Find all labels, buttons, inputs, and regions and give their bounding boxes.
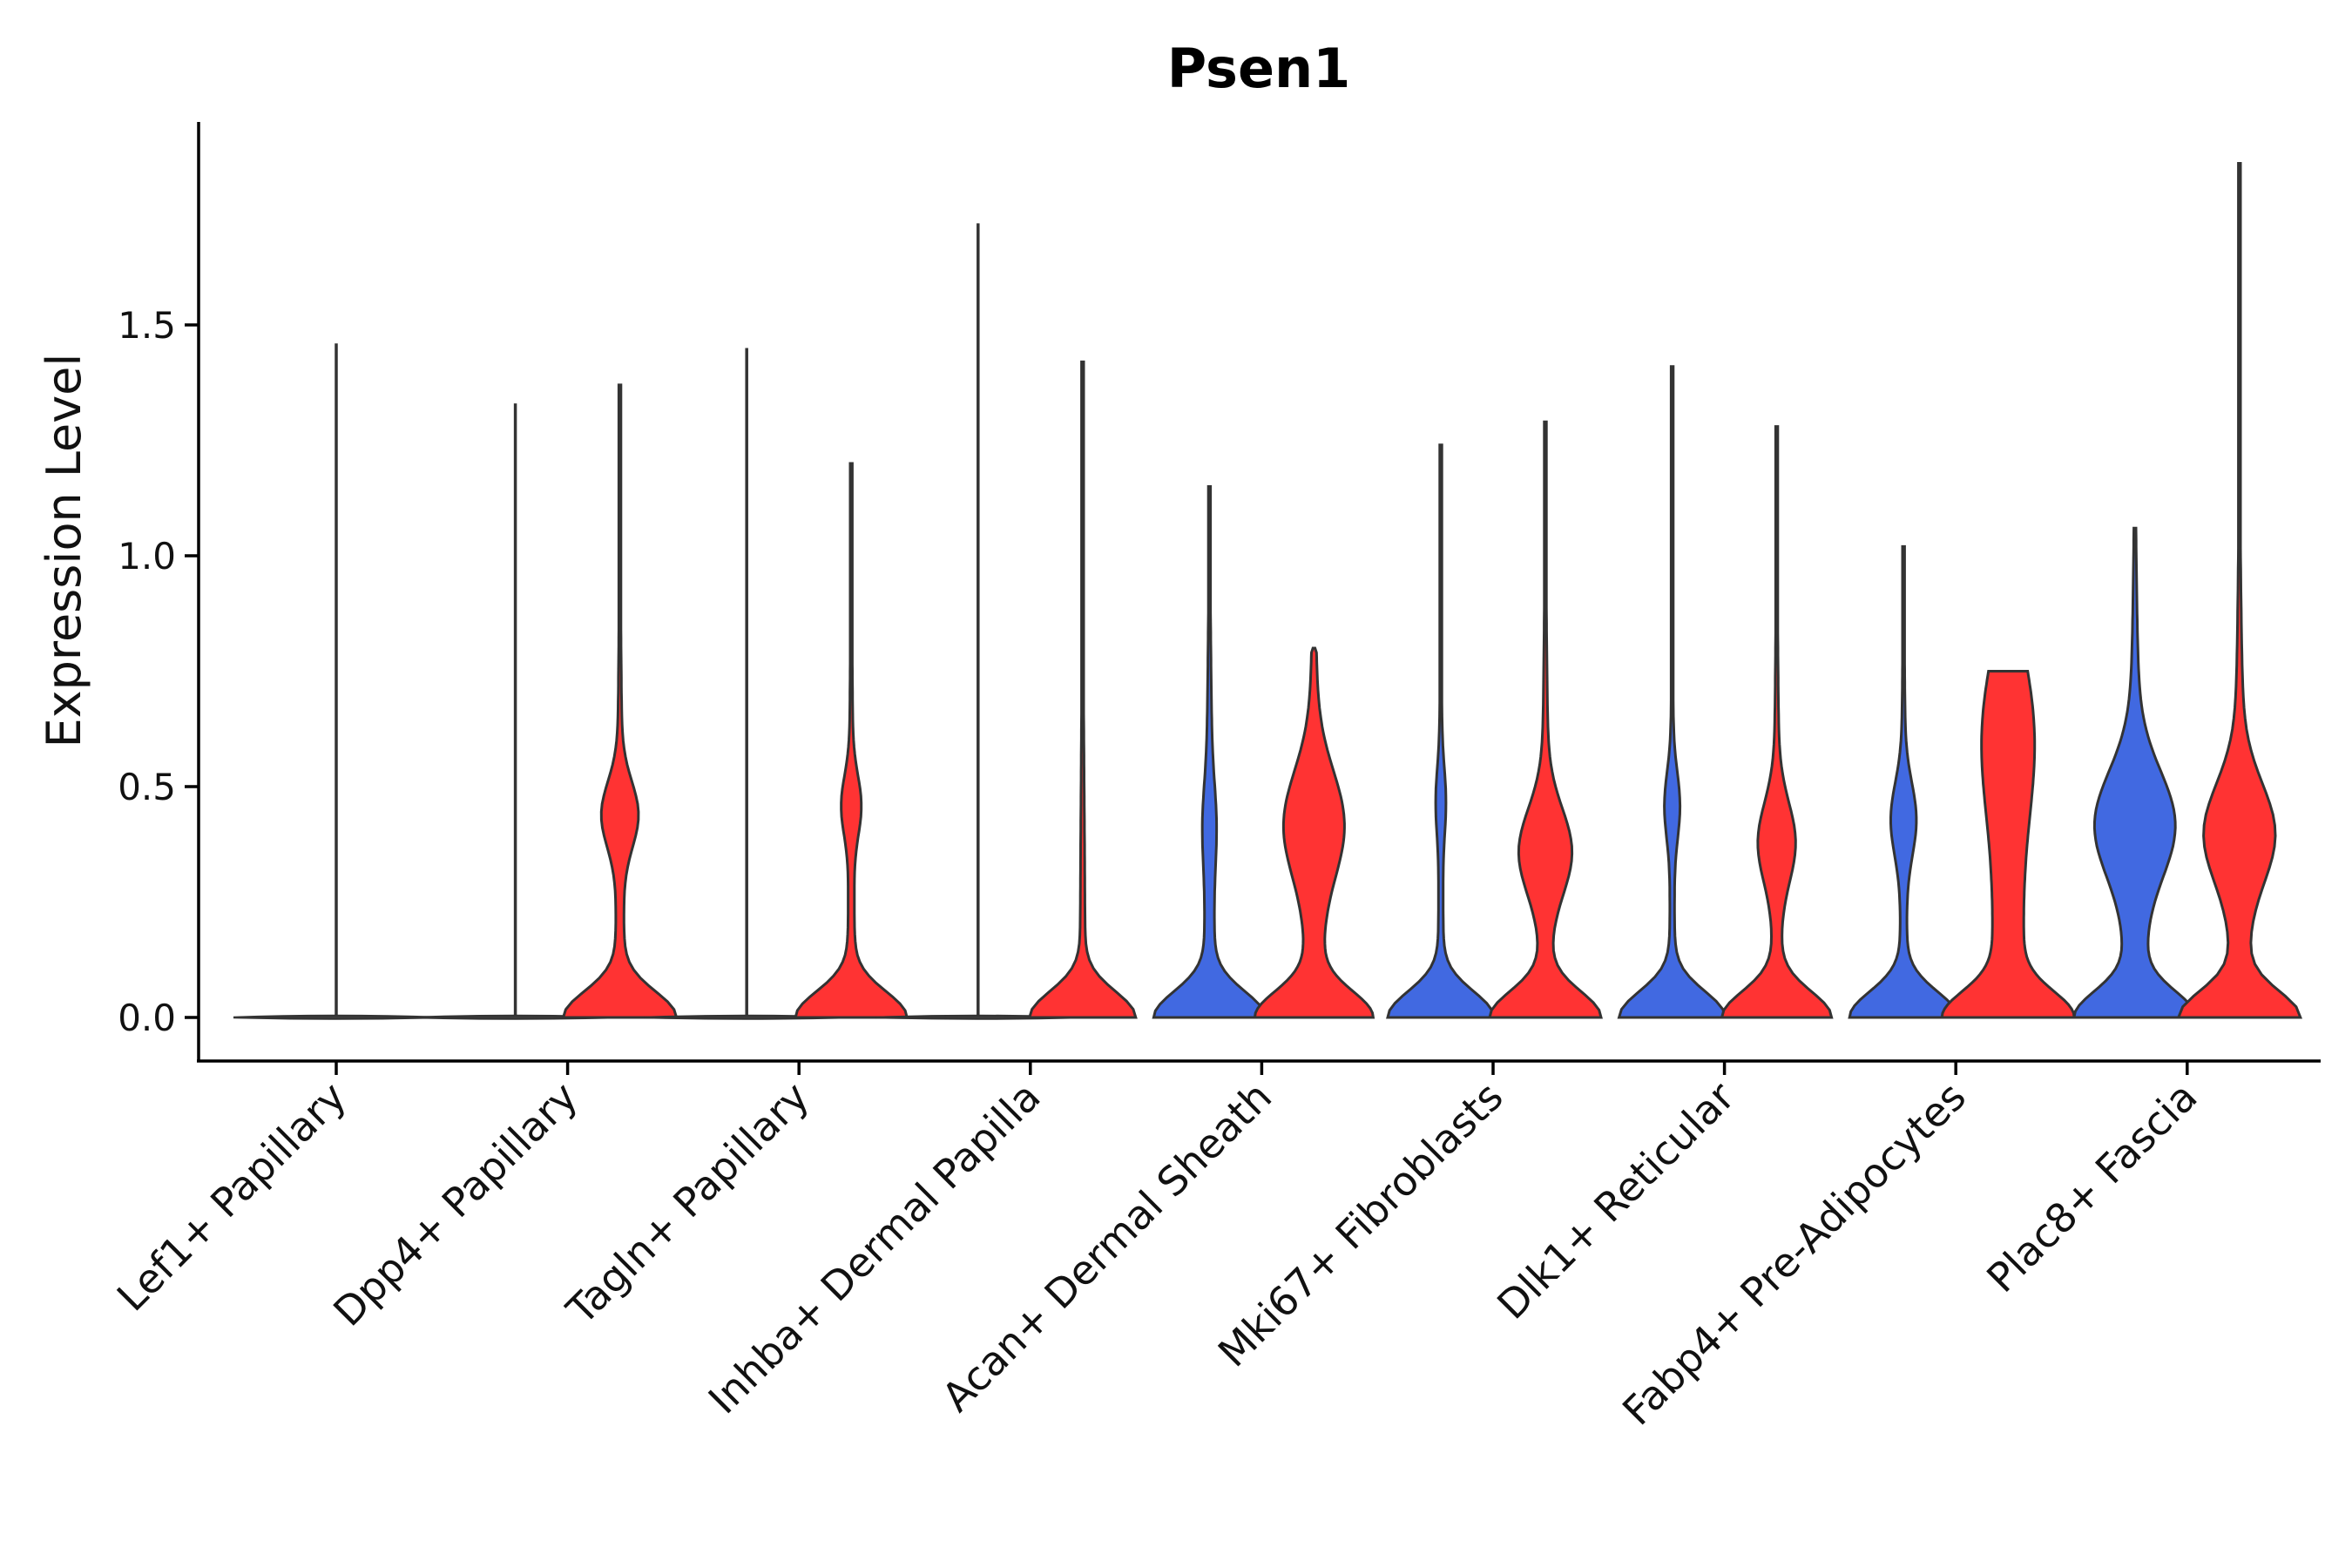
x-tick-label: Lef1+ Papillary: [108, 1073, 355, 1321]
x-tick-label: Tagln+ Papillary: [557, 1073, 818, 1335]
violin-9-group2: [2176, 162, 2303, 1019]
y-tick-label: 0.0: [118, 997, 176, 1039]
y-ticks: 0.0 0.5 1.0 1.5: [118, 304, 199, 1039]
violins: [233, 162, 2303, 1020]
violin-5-group2: [1253, 646, 1375, 1019]
violin-5-group1: [1152, 485, 1267, 1019]
violin-7-group2: [1720, 425, 1834, 1019]
x-tick-label: Dpp4+ Papillary: [324, 1073, 586, 1335]
violin-8-group2: [1940, 670, 2076, 1019]
violin-6-group1: [1386, 443, 1496, 1019]
violin-8-group1: [1848, 544, 1960, 1019]
y-tick-label: 1.0: [118, 535, 176, 578]
y-axis-label: Expression Level: [37, 354, 91, 748]
x-tick-label: Plac8+ Fascia: [1977, 1073, 2206, 1301]
violin-3-group2: [794, 462, 909, 1019]
violin-2-group2: [561, 383, 679, 1019]
violin-7-group1: [1617, 365, 1727, 1019]
y-tick-label: 0.5: [118, 766, 176, 808]
y-tick-label: 1.5: [118, 304, 176, 347]
x-tick-label: Dlk1+ Reticular: [1488, 1073, 1743, 1328]
violin-9-group1: [2072, 526, 2198, 1019]
chart-title: Psen1: [1167, 37, 1351, 100]
violin-1-group1-base: [233, 1014, 440, 1020]
violin-6-group2: [1488, 420, 1603, 1019]
violin-4-group2: [1027, 360, 1138, 1019]
